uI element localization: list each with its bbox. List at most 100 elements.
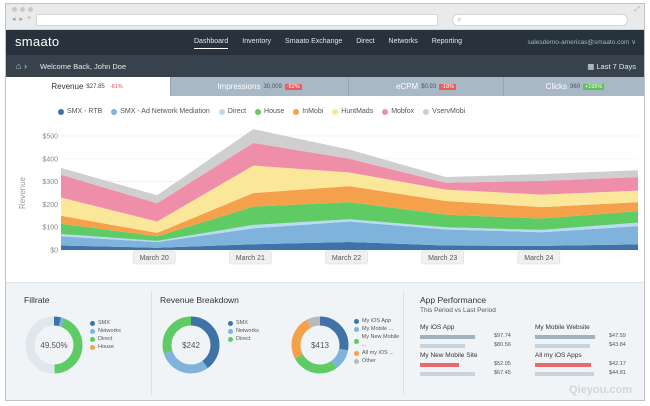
legend-item-house[interactable]: House (255, 108, 284, 115)
legend-label: My New Mobile ... (361, 334, 400, 348)
tab-revenue[interactable]: Revenue $27.85 -61% (6, 77, 171, 96)
welcome-message: Welcome Back, John Doe (40, 62, 127, 71)
revenue-donut-center: $242 (182, 341, 200, 350)
smaato-logo[interactable]: smaato (15, 34, 60, 49)
breadcrumb: ⌂ › (16, 61, 27, 71)
legend-item-huntmads[interactable]: HuntMads (332, 108, 373, 115)
donut-slice-all-my-ios[interactable] (291, 316, 349, 374)
legend-label: Other (362, 358, 376, 364)
app-perf-my-ios-app[interactable]: My iOS App $97.74 $80.56 (420, 324, 520, 348)
donut-slice-direct[interactable] (25, 316, 83, 374)
legend-dot-icon (293, 108, 300, 115)
donut-slice-other[interactable] (291, 316, 349, 374)
back-icon[interactable]: ◂ (12, 16, 16, 23)
menu-direct[interactable]: Direct (356, 38, 375, 45)
app-performance-title: App Performance (420, 295, 487, 305)
svg-text:March 20: March 20 (140, 255, 169, 262)
legend-item-smx-rtb[interactable]: SMX - RTB (58, 108, 102, 115)
tab-change-badge: +195% (583, 83, 605, 90)
legend-dot-icon (255, 108, 262, 115)
app-perf-my-mobile-website[interactable]: My Mobile Website $47.59 $43.84 (535, 324, 635, 348)
last-period-bar (535, 372, 594, 376)
tab-clicks[interactable]: Clicks 960 +195% (504, 77, 644, 96)
app-perf-my-new-mobile-site[interactable]: My New Mobile Site $52.05 $67.45 (420, 352, 520, 376)
tab-value: 30,009 (263, 83, 282, 90)
fillrate-panel: Fillrate 49.50% SMX Networks Direct House (6, 283, 151, 400)
app-revenue-donut (291, 316, 349, 374)
fullscreen-icon[interactable]: ⤢ (634, 6, 640, 13)
area-series-smx-rtb[interactable] (61, 242, 638, 250)
tab-label: Revenue (51, 82, 84, 91)
forward-icon[interactable]: ▸ (19, 16, 24, 23)
mini-legend-item-direct: Direct (90, 335, 121, 343)
area-series-mobfox[interactable] (61, 142, 638, 222)
menu-dashboard[interactable]: Dashboard (194, 38, 229, 49)
menu-smaato-exchange[interactable]: Smaato Exchange (285, 38, 343, 45)
legend-label: HuntMads (341, 108, 374, 115)
tab-label: eCPM (395, 82, 419, 91)
tab-impressions[interactable]: Impressions 30,009 -52% (171, 77, 349, 96)
legend-dot-icon (228, 328, 233, 334)
x-tick-label: March 23 (421, 250, 464, 265)
area-series-huntmads[interactable] (61, 165, 638, 233)
menu-inventory[interactable]: Inventory (242, 38, 272, 45)
mini-legend-item-other: Other (354, 357, 402, 365)
app-revenue-donut-legend: My iOS App My Mobile ... My New Mobile ...… (354, 317, 402, 365)
app-perf-name: My Mobile Website (535, 324, 590, 331)
legend-item-direct[interactable]: Direct (218, 108, 246, 115)
current-period-bar (535, 363, 591, 367)
legend-dot-icon (354, 326, 359, 332)
legend-label: VservMobi (432, 108, 466, 115)
current-period-bar-value: $47.59 (609, 333, 626, 339)
donut-slice-networks[interactable] (162, 316, 220, 374)
breadcrumb-separator-icon: › (23, 61, 27, 71)
legend-label: Networks (236, 328, 259, 334)
current-period-bar-value: $42.17 (609, 361, 626, 367)
y-tick-label: $500 (42, 134, 58, 141)
donut-slice-my-new-mobile[interactable] (291, 316, 349, 374)
app-perf-name: My iOS App (420, 324, 455, 331)
svg-text:March 23: March 23 (428, 255, 457, 262)
window-controls[interactable] (12, 7, 33, 12)
y-tick-label: $100 (42, 225, 58, 232)
area-series-direct[interactable] (61, 219, 638, 243)
y-tick-label: $400 (42, 156, 58, 163)
browser-search-input[interactable]: ⌕ (452, 14, 628, 26)
legend-item-smx-ad-network-mediation[interactable]: SMX - Ad Network Mediation (111, 108, 210, 115)
donut-slice-smx[interactable] (25, 316, 83, 374)
legend-dot-icon (90, 320, 95, 326)
legend-item-mobfox[interactable]: Mobfox (382, 108, 414, 115)
svg-text:March 22: March 22 (332, 255, 361, 262)
account-menu[interactable]: salesdemo-americas@smaato.com ∨ (527, 39, 636, 46)
app-perf-all-my-ios-apps[interactable]: All my iOS Apps $42.17 $44.81 (535, 352, 635, 376)
menu-networks[interactable]: Networks (388, 38, 418, 45)
mini-legend-item-house: House (90, 343, 121, 351)
legend-dot-icon (354, 338, 359, 344)
divider (403, 291, 404, 395)
area-series-inmobi[interactable] (61, 186, 638, 237)
address-bar[interactable] (36, 14, 438, 26)
area-series-smx-ad-network-mediation[interactable] (61, 221, 638, 248)
tab-value: $27.85 (86, 83, 105, 90)
area-series-house[interactable] (61, 202, 638, 241)
revenue-breakdown-panel: Revenue Breakdown $242 SMX Networks Direct… (152, 283, 402, 400)
menu-reporting[interactable]: Reporting (431, 38, 463, 45)
x-tick-label: March 24 (517, 250, 561, 265)
tab-ecpm[interactable]: eCPM $0.93 -18% (349, 77, 504, 96)
legend-dot-icon (90, 336, 95, 342)
new-tab-icon[interactable]: + (27, 15, 32, 22)
legend-label: SMX (98, 320, 110, 326)
app-performance-panel: App Performance This Period vs Last Peri… (404, 283, 644, 400)
last-period-bar-value: $43.84 (609, 342, 626, 348)
last-period-bar (420, 344, 465, 348)
legend-item-inmobi[interactable]: InMobi (293, 108, 323, 115)
home-icon[interactable]: ⌂ (16, 61, 22, 71)
legend-item-vservmobi[interactable]: VservMobi (423, 108, 465, 115)
date-range-picker[interactable]: ▦ Last 7 Days (587, 62, 636, 71)
tab-value: $0.93 (421, 83, 437, 90)
legend-label: Networks (98, 328, 121, 334)
fillrate-legend: SMX Networks Direct House (90, 319, 121, 351)
tab-change-badge: -52% (284, 83, 302, 90)
donut-slice-direct[interactable] (162, 316, 220, 374)
current-period-bar (420, 335, 475, 339)
